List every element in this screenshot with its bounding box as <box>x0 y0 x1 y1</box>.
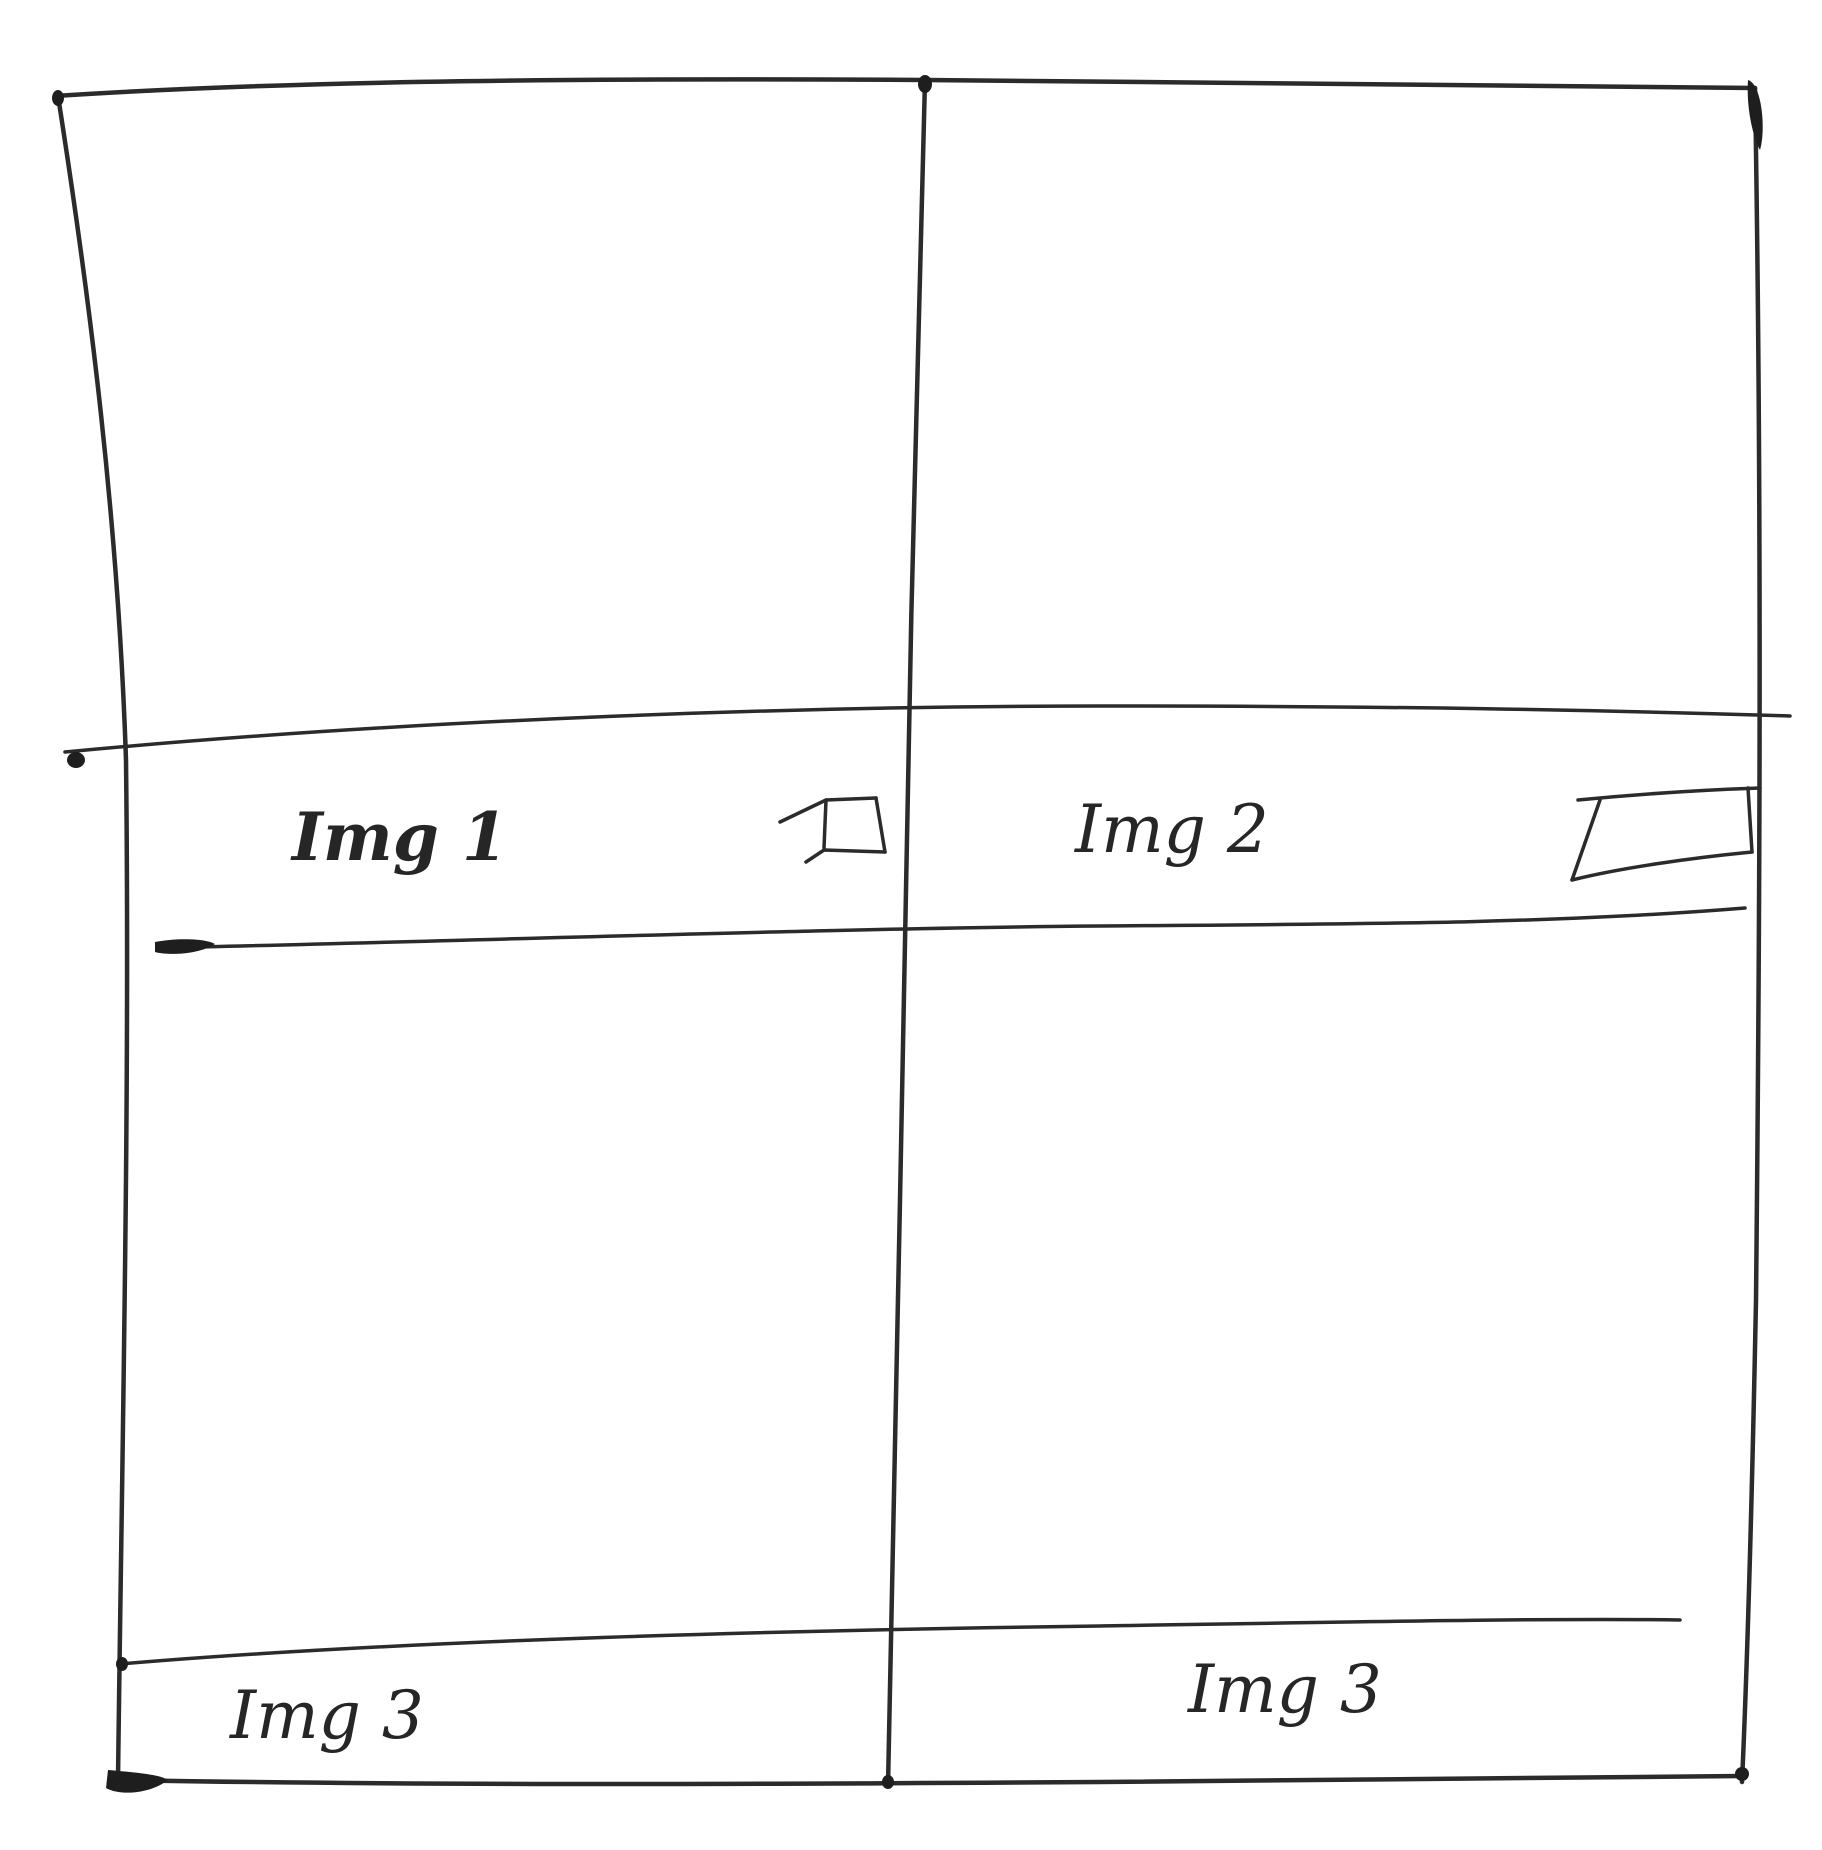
image-caption-1: Img 1 <box>290 798 508 876</box>
ink-dot <box>106 1770 168 1793</box>
image-caption-2: Img 2 <box>1074 791 1269 868</box>
frame-top-edge <box>52 77 1758 99</box>
ink-dot <box>882 1775 894 1789</box>
ink-dot <box>116 1657 128 1671</box>
caption-band-1-bottom-rule <box>156 906 1747 950</box>
center-divider <box>885 77 928 1789</box>
ink-dot <box>1747 80 1763 150</box>
caption-band-2-top-rule <box>118 1617 1682 1666</box>
ink-dot <box>1735 1767 1749 1781</box>
image-caption-3: Img 3 <box>229 1677 424 1754</box>
image-caption-4: Img 3 <box>1187 1651 1382 1728</box>
checkbox-icon <box>778 796 887 864</box>
ink-dot <box>67 752 85 768</box>
checkbox-icon <box>1570 786 1762 882</box>
frame-right-edge <box>1739 85 1762 1785</box>
frame-bottom-edge <box>113 1773 1745 1787</box>
ink-dot <box>918 75 932 93</box>
frame-left-edge <box>55 93 130 1783</box>
caption-band-1-top-rule <box>63 704 1792 754</box>
ink-dot <box>155 939 215 954</box>
ink-dot <box>52 90 64 106</box>
